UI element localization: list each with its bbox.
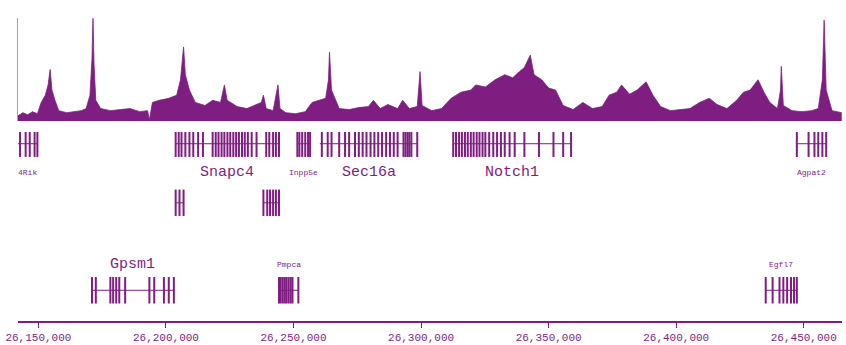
svg-text:Agpat2: Agpat2	[797, 168, 826, 177]
svg-text:4Rik: 4Rik	[18, 168, 37, 177]
svg-text:Notch1: Notch1	[485, 164, 539, 181]
svg-text:26,350,000: 26,350,000	[516, 332, 582, 344]
svg-text:Gpsm1: Gpsm1	[110, 256, 155, 273]
svg-text:Sec16a: Sec16a	[342, 164, 396, 181]
svg-text:Pmpca: Pmpca	[277, 260, 301, 269]
svg-text:26,400,000: 26,400,000	[643, 332, 709, 344]
svg-text:26,250,000: 26,250,000	[261, 332, 327, 344]
svg-text:26,150,000: 26,150,000	[5, 332, 71, 344]
svg-text:26,200,000: 26,200,000	[133, 332, 199, 344]
svg-text:26,300,000: 26,300,000	[388, 332, 454, 344]
svg-text:Egfl7: Egfl7	[769, 260, 793, 269]
svg-text:Inpp5e: Inpp5e	[289, 168, 318, 177]
svg-text:Snapc4: Snapc4	[200, 164, 254, 181]
svg-text:26,450,000: 26,450,000	[771, 332, 837, 344]
